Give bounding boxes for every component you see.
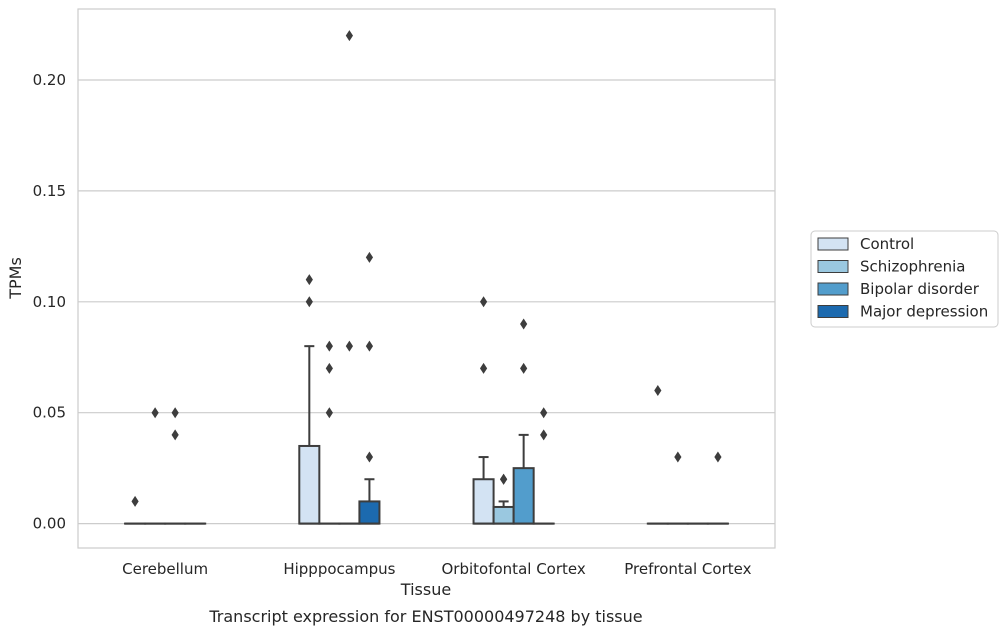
outlier-point xyxy=(520,363,527,374)
legend-label: Schizophrenia xyxy=(860,258,965,276)
box-control xyxy=(474,457,494,524)
y-axis-label: TPMs xyxy=(6,257,25,300)
box-rect xyxy=(299,446,319,524)
outlier-point xyxy=(306,296,313,307)
outlier-point xyxy=(366,452,373,463)
legend-label: Major depression xyxy=(860,303,988,321)
x-tick-label: Prefrontal Cortex xyxy=(624,560,751,578)
box-bipolar-disorder xyxy=(514,435,534,524)
outlier-point xyxy=(326,341,333,352)
legend-swatch xyxy=(818,306,848,318)
outlier-point xyxy=(540,407,547,418)
outliers xyxy=(131,30,721,507)
legend: Control Schizophrenia Bipolar disorder Majo… xyxy=(811,231,998,327)
grid xyxy=(78,80,775,524)
box-rect xyxy=(494,507,514,524)
legend-swatch xyxy=(818,283,848,295)
outlier-point xyxy=(714,452,721,463)
outlier-point xyxy=(520,318,527,329)
box-control xyxy=(299,346,319,523)
x-tick-label: Hipppocampus xyxy=(283,560,395,578)
x-axis-label: Tissue xyxy=(400,580,451,599)
y-tick-label: 0.05 xyxy=(33,404,66,422)
box-rect xyxy=(514,468,534,523)
outlier-point xyxy=(326,407,333,418)
box-rect xyxy=(474,479,494,523)
x-tick-label: Cerebellum xyxy=(122,560,208,578)
outlier-point xyxy=(674,452,681,463)
outlier-point xyxy=(346,341,353,352)
outlier-point xyxy=(480,296,487,307)
x-axis-ticks: Cerebellum Hipppocampus Orbitofontal Corte… xyxy=(122,560,751,578)
legend-swatch xyxy=(818,238,848,250)
y-tick-label: 0.15 xyxy=(33,182,66,200)
chart-caption: Transcript expression for ENST0000049724… xyxy=(208,607,642,626)
outlier-point xyxy=(172,429,179,440)
outlier-point xyxy=(306,274,313,285)
outlier-point xyxy=(152,407,159,418)
outlier-point xyxy=(654,385,661,396)
boxes xyxy=(125,346,728,523)
y-tick-label: 0.10 xyxy=(33,293,66,311)
legend-label: Bipolar disorder xyxy=(860,280,980,298)
outlier-point xyxy=(131,496,138,507)
box-schizophrenia xyxy=(494,501,514,523)
legend-label: Control xyxy=(860,235,914,253)
y-axis-ticks: 0.00 0.05 0.10 0.15 0.20 xyxy=(33,71,66,533)
outlier-point xyxy=(480,363,487,374)
plot-frame xyxy=(78,9,775,548)
outlier-point xyxy=(366,341,373,352)
outlier-point xyxy=(500,474,507,485)
legend-swatch xyxy=(818,261,848,273)
box-major-depression xyxy=(359,479,379,523)
outlier-point xyxy=(326,363,333,374)
outlier-point xyxy=(540,429,547,440)
outlier-point xyxy=(346,30,353,41)
y-tick-label: 0.00 xyxy=(33,515,66,533)
outlier-point xyxy=(366,252,373,263)
y-tick-label: 0.20 xyxy=(33,71,66,89)
box-rect xyxy=(359,501,379,523)
outlier-point xyxy=(172,407,179,418)
x-tick-label: Orbitofontal Cortex xyxy=(442,560,586,578)
